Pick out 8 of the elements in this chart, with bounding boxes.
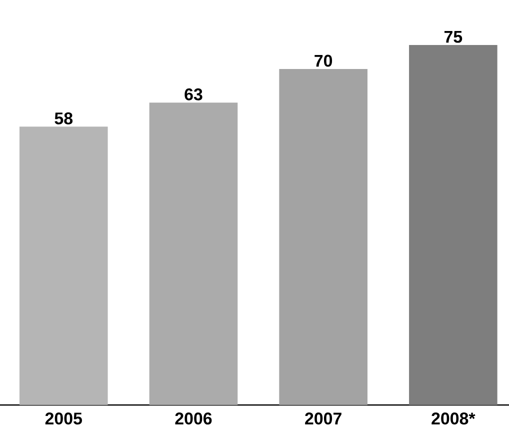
x-tick-label: 2006: [175, 412, 212, 425]
data-label: 70: [314, 54, 332, 67]
x-tick-label: 2008*: [432, 412, 476, 425]
data-label: 75: [444, 30, 462, 43]
data-label: 63: [184, 88, 202, 100]
data-label: 58: [54, 112, 73, 124]
x-tick-label: 2005: [45, 412, 82, 425]
x-tick-label: 2007: [305, 412, 342, 425]
